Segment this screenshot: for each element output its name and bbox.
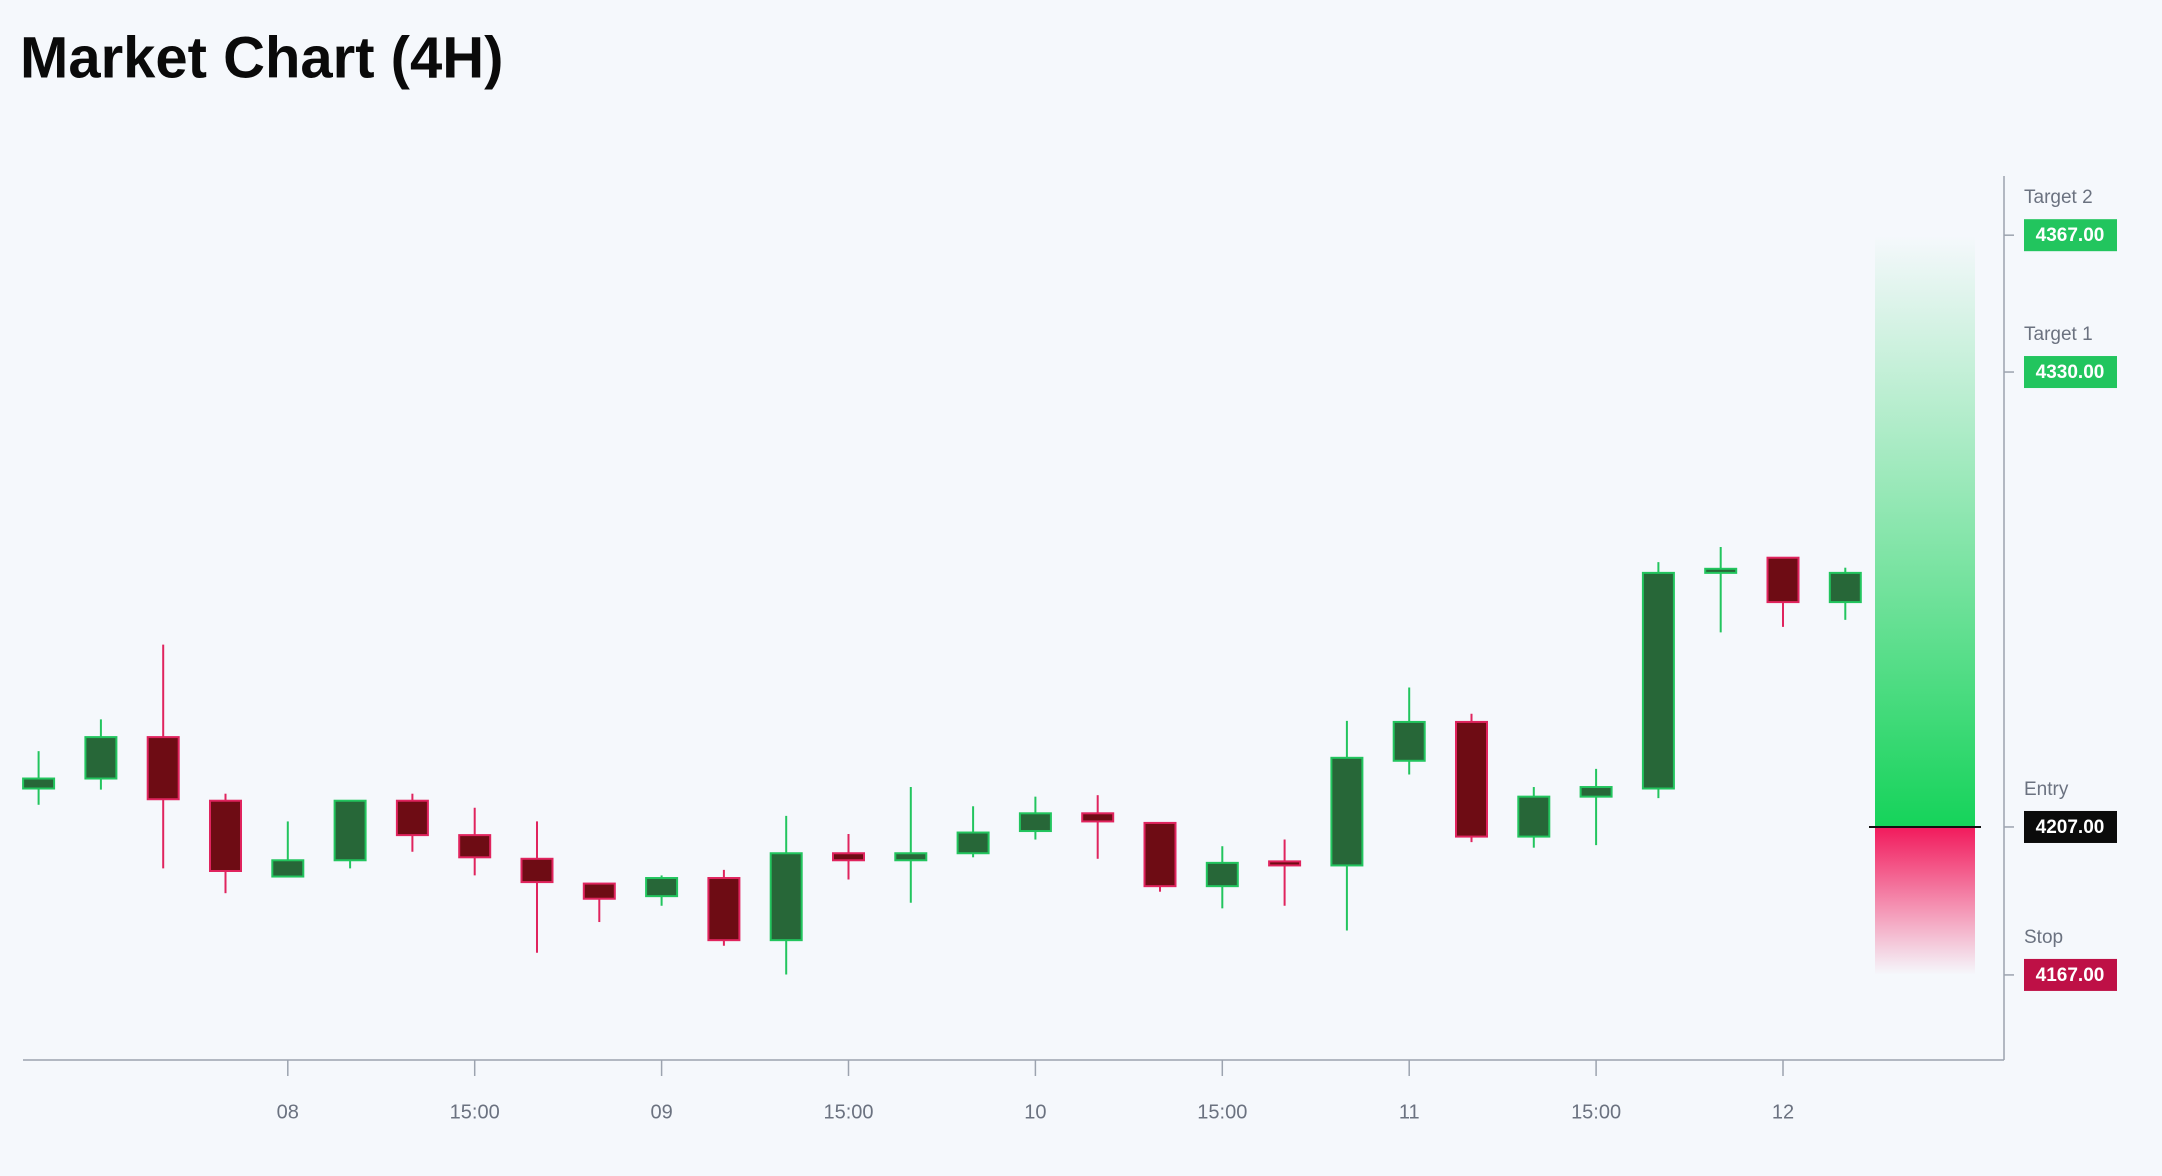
candle-body [209,799,242,872]
candle-body [1517,795,1551,838]
level-value: 4367.00 [2036,225,2105,246]
x-tick-label: 12 [1772,1101,1794,1123]
level-value: 4330.00 [2036,362,2105,383]
candle-body [1081,812,1115,823]
candle-body [333,799,367,862]
candle-body [645,877,679,898]
profit-zone [1875,235,1975,827]
candle-body [84,736,118,780]
candle-body [707,877,741,942]
candle-body [582,882,616,900]
x-tick-label: 10 [1024,1101,1046,1123]
candle-body [1268,860,1302,867]
candle-body [395,799,429,837]
candle-body [22,777,56,790]
candle-body [1392,720,1426,762]
candle-body [1330,756,1364,867]
x-tick-label: 08 [277,1101,299,1123]
level-name: Entry [2024,779,2069,800]
level-name: Stop [2024,927,2063,948]
level-value: 4207.00 [2036,817,2105,838]
candle-body [1579,786,1613,798]
candle-body [1018,812,1052,833]
x-tick-label: 15:00 [1571,1101,1621,1123]
candle-body [271,859,305,878]
candle-body [956,831,990,855]
x-tick-label: 15:00 [1197,1101,1247,1123]
x-tick-label: 15:00 [823,1101,873,1123]
chart-title: Market Chart (4H) [20,25,503,90]
level-badge [2024,219,2117,252]
candle-body [894,852,928,862]
level-name: Target 1 [2024,324,2093,345]
candle-body [832,852,865,862]
candle-body [520,857,554,884]
loss-zone [1875,826,1975,975]
level-name: Target 2 [2024,187,2093,208]
candle-body [1205,861,1239,888]
level-badge [2024,810,2117,843]
candle-body [1455,720,1488,838]
level-value: 4167.00 [2036,965,2105,986]
level-badge [2024,356,2117,389]
x-tick-label: 15:00 [450,1101,500,1123]
candle-body [1641,571,1675,790]
level-badge [2024,958,2117,991]
candle-body [1143,821,1177,888]
x-tick-label: 09 [650,1101,672,1123]
candle-body [458,834,492,859]
candle-body [1704,567,1738,574]
x-tick-label: 11 [1399,1101,1420,1123]
candle-body [1766,556,1800,604]
candle-body [769,852,803,942]
candle-body [146,736,180,801]
candle-body [1828,571,1862,604]
